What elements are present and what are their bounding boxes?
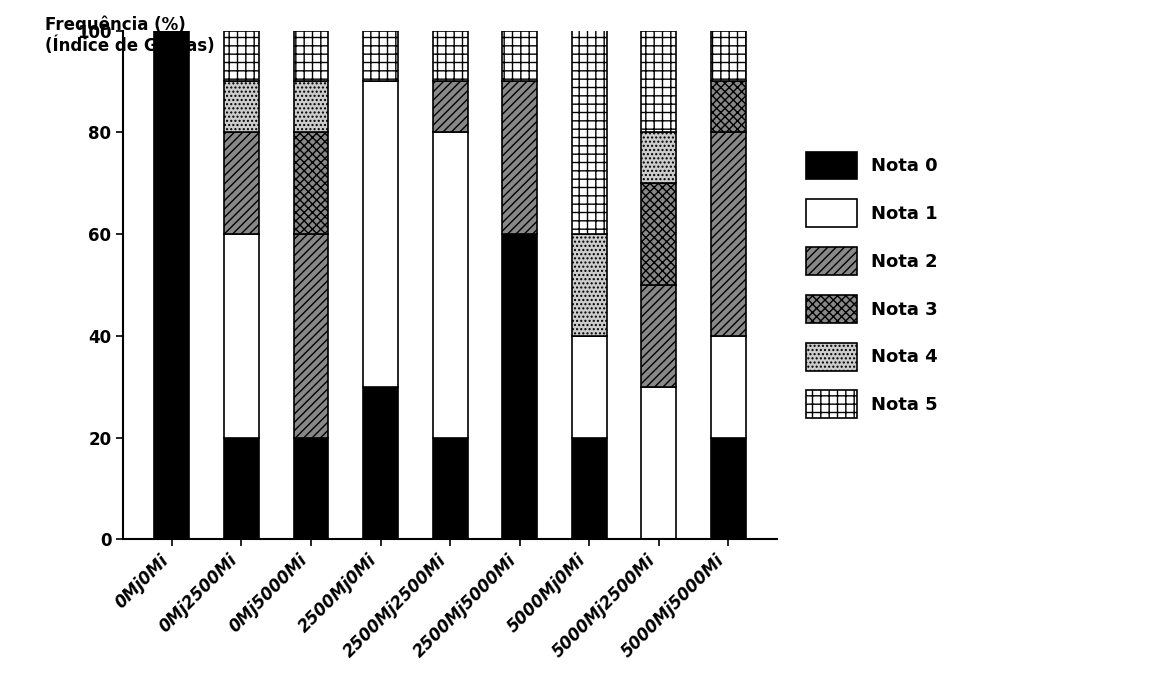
Bar [224,132,259,234]
Bar [293,132,328,234]
Bar [642,183,676,285]
Bar [711,82,745,132]
Bar [363,387,398,539]
Bar [293,30,328,82]
Bar [572,437,607,539]
Bar [293,437,328,539]
Bar [363,82,398,387]
Bar [433,82,468,132]
Legend: Nota 0, Nota 1, Nota 2, Nota 3, Nota 4, Nota 5: Nota 0, Nota 1, Nota 2, Nota 3, Nota 4, … [799,145,946,425]
Bar [433,437,468,539]
Bar [502,82,537,234]
Bar [572,234,607,336]
Bar [572,0,607,234]
Bar [224,437,259,539]
Bar [224,30,259,82]
Bar [224,234,259,437]
Bar [293,234,328,437]
Bar [502,234,537,539]
Bar [155,30,190,539]
Bar [433,30,468,82]
Bar [363,30,398,82]
Text: Frequência (%)
(Índice de Galhas): Frequência (%) (Índice de Galhas) [44,16,214,55]
Bar [642,285,676,387]
Bar [502,30,537,82]
Bar [711,336,745,437]
Bar [433,132,468,437]
Bar [711,132,745,336]
Bar [572,336,607,437]
Bar [642,132,676,183]
Bar [642,387,676,539]
Bar [711,30,745,82]
Bar [642,30,676,132]
Bar [711,437,745,539]
Bar [293,82,328,132]
Bar [224,82,259,132]
